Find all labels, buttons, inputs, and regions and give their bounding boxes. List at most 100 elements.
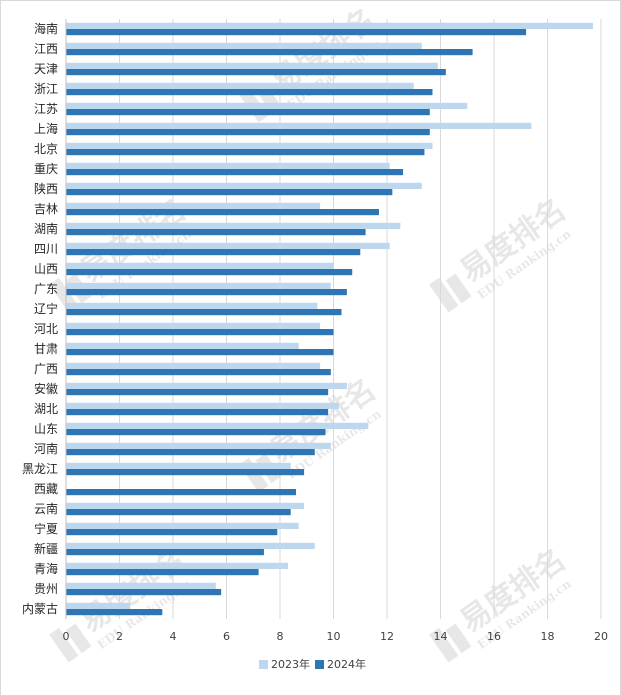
- bar-2023: [66, 402, 339, 409]
- bar-2024: [66, 269, 353, 276]
- x-tick-label: 8: [277, 630, 284, 643]
- category-label: 湖北: [34, 401, 58, 416]
- bar-2023: [66, 382, 347, 389]
- category-label: 四川: [34, 242, 58, 256]
- legend-swatch: [315, 660, 324, 669]
- category-label: 上海: [34, 121, 58, 136]
- bar-2024: [66, 609, 163, 616]
- gridlines: [65, 19, 602, 619]
- bar-2024: [66, 429, 326, 436]
- bar-2023: [66, 282, 331, 289]
- category-label: 甘肃: [34, 342, 58, 356]
- bar-2023: [66, 522, 299, 529]
- bar-2023: [66, 82, 414, 89]
- bar-2024: [66, 549, 264, 556]
- bar-2024: [66, 509, 291, 516]
- bar-2024: [66, 289, 347, 296]
- bar-2024: [66, 89, 433, 96]
- bar-2024: [66, 69, 446, 76]
- watermark-logo-bar: [445, 623, 472, 654]
- bar-2024: [66, 529, 278, 536]
- bar-2024: [66, 329, 334, 336]
- category-label: 青海: [34, 561, 58, 576]
- category-label: 河南: [34, 441, 58, 456]
- category-label: 湖南: [34, 221, 58, 236]
- bar-2023: [66, 162, 390, 169]
- bar-2023: [66, 442, 331, 449]
- category-label: 山西: [34, 262, 58, 276]
- bar-2023: [66, 62, 438, 69]
- bar-2023: [66, 342, 299, 349]
- bar-2023: [66, 302, 318, 309]
- category-label: 西藏: [34, 482, 58, 496]
- bar-2023: [66, 602, 131, 609]
- bar-2023: [66, 22, 593, 29]
- category-label: 江西: [34, 42, 58, 56]
- bar-2023: [66, 542, 315, 549]
- category-label: 黑龙江: [22, 462, 58, 476]
- bar-2024: [66, 249, 361, 256]
- bar-2024: [66, 589, 222, 596]
- legend: 2023年 2024年: [259, 657, 366, 671]
- bar-2024: [66, 369, 331, 376]
- bar-2024: [66, 569, 259, 576]
- x-tick-label: 18: [541, 630, 555, 643]
- bar-2024: [66, 109, 430, 116]
- category-label: 江苏: [34, 102, 58, 116]
- bar-2024: [66, 349, 334, 356]
- bar-2024: [66, 49, 473, 56]
- bar-2023: [66, 222, 401, 229]
- x-tick-label: 20: [594, 630, 608, 643]
- bar-2023: [66, 182, 422, 189]
- bar-2024: [66, 149, 425, 156]
- bar-2023: [66, 142, 433, 149]
- category-label: 山东: [34, 422, 58, 436]
- category-label: 贵州: [34, 582, 58, 596]
- bar-2024: [66, 169, 404, 176]
- watermark-logo-bar: [445, 273, 472, 304]
- category-label: 重庆: [34, 162, 58, 176]
- bar-2023: [66, 242, 390, 249]
- bar-2023: [66, 562, 289, 569]
- watermark-logo-bar: [49, 627, 79, 663]
- legend-label: 2023年: [271, 657, 310, 671]
- category-label: 新疆: [34, 541, 58, 556]
- category-label: 内蒙古: [22, 601, 58, 616]
- category-label: 天津: [34, 62, 58, 76]
- category-label: 辽宁: [34, 301, 58, 316]
- bar-2024: [66, 229, 366, 236]
- x-tick-label: 0: [63, 630, 70, 643]
- category-label: 安徽: [34, 381, 58, 396]
- x-tick-label: 12: [380, 630, 394, 643]
- category-label: 广西: [34, 362, 58, 376]
- bar-2024: [66, 389, 329, 396]
- bar-2023: [66, 102, 468, 109]
- bar-2023: [66, 462, 291, 469]
- bar-2023: [66, 122, 532, 129]
- bar-2024: [66, 29, 527, 36]
- x-tick-label: 16: [487, 630, 501, 643]
- bar-2024: [66, 449, 315, 456]
- category-label: 云南: [34, 501, 58, 516]
- watermark-logo-bar: [65, 623, 92, 654]
- bar-2024: [66, 469, 305, 476]
- bar-2024: [66, 309, 342, 316]
- bar-2024: [66, 129, 430, 136]
- watermark-logo-bar: [429, 627, 459, 663]
- x-tick-label: 4: [170, 630, 177, 643]
- watermark-logo-bar: [429, 277, 459, 313]
- bars: [66, 22, 593, 616]
- category-label: 海南: [34, 21, 58, 36]
- x-tick-label: 10: [327, 630, 341, 643]
- x-tick-label: 6: [223, 630, 230, 643]
- bar-2023: [66, 422, 369, 429]
- legend-label: 2024年: [327, 657, 366, 671]
- bar-2023: [66, 202, 321, 209]
- x-tick-label: 2: [116, 630, 123, 643]
- bar-2024: [66, 189, 393, 196]
- bar-2023: [66, 582, 216, 589]
- axes: 0 2 4 6 8 10 12 14 16 18 20 海南江西天津浙江江苏上海北京重庆陕西吉林湖南四…: [22, 19, 608, 643]
